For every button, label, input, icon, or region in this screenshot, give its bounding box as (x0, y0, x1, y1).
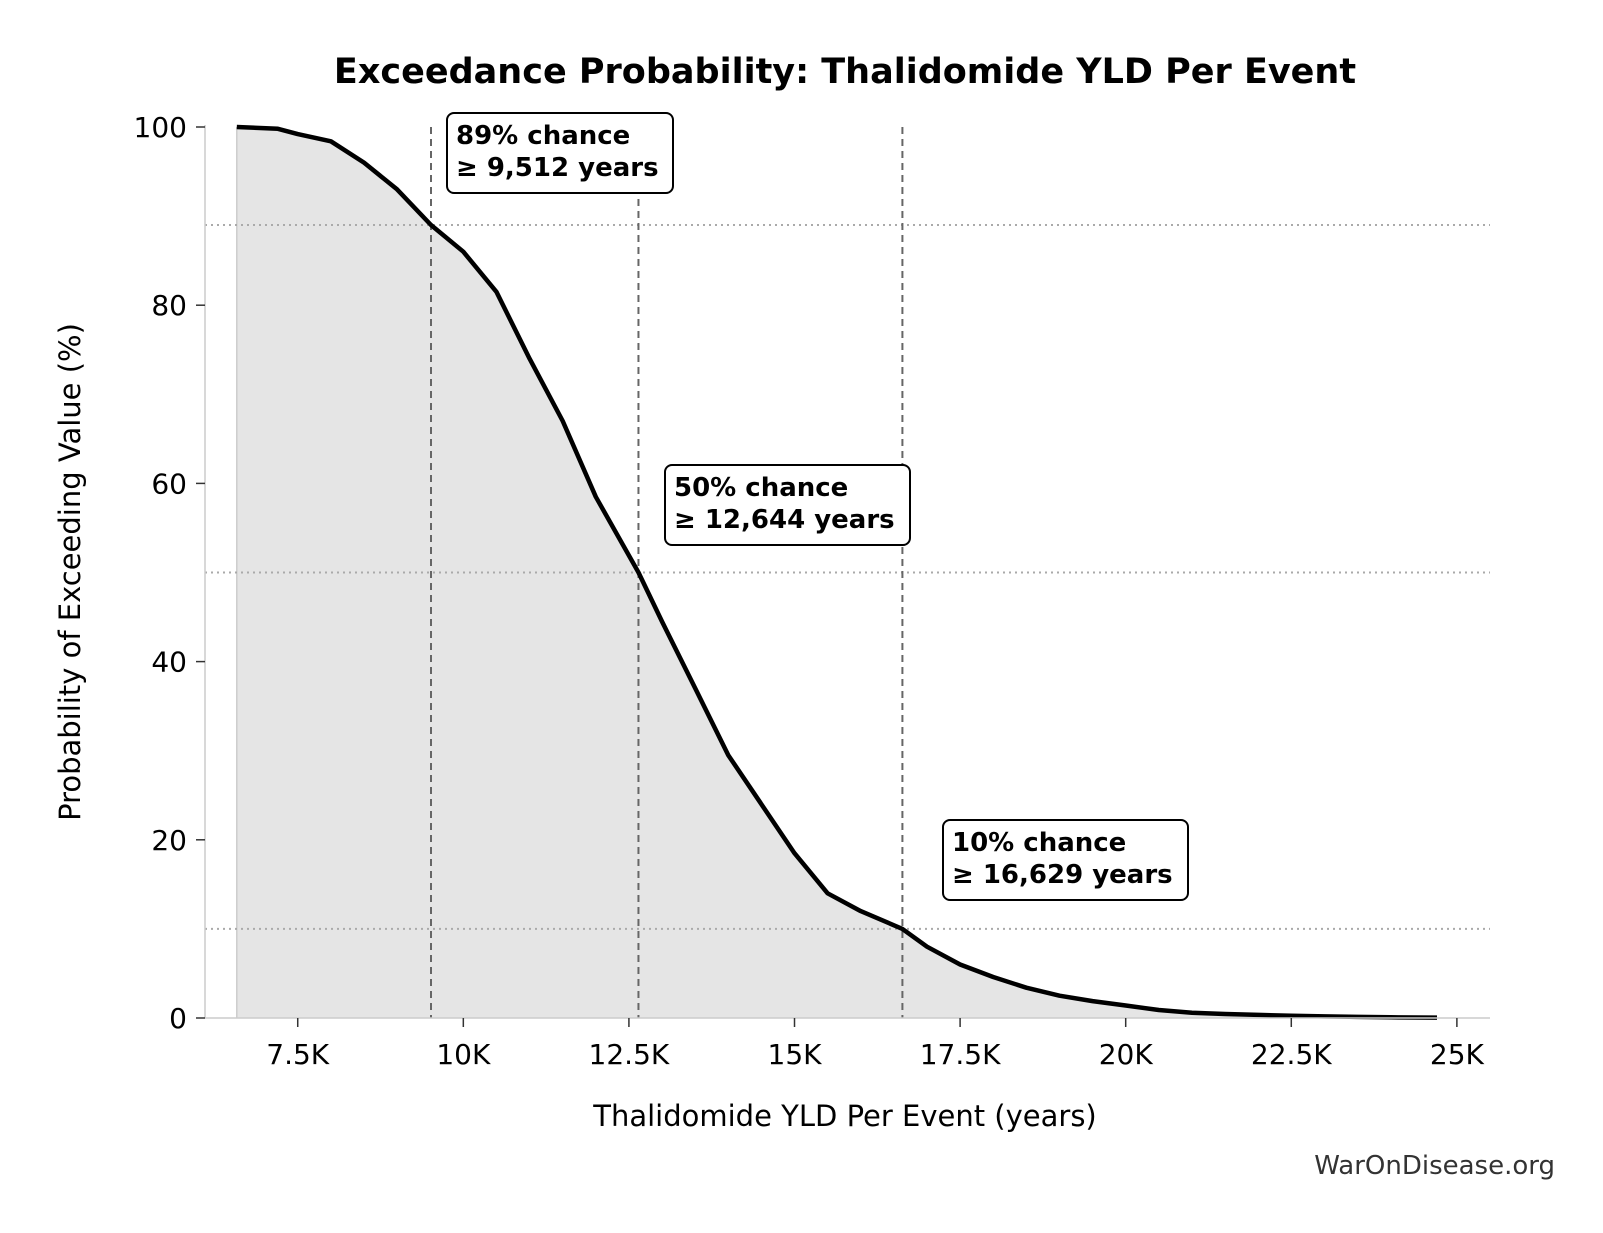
annotation-line2: ≥ 9,512 years (456, 153, 659, 183)
annotation-line1: 50% chance (674, 473, 848, 503)
x-tick-label: 25K (1430, 1038, 1485, 1071)
annotation-box-89: 89% chance≥ 9,512 years (446, 112, 674, 194)
annotation-line1: 10% chance (952, 828, 1126, 858)
y-tick-label: 0 (169, 1002, 187, 1035)
y-tick-label: 60 (151, 467, 187, 500)
annotation-frame (446, 112, 674, 194)
annotation-box-50: 50% chance≥ 12,644 years (664, 464, 911, 546)
annotation-box-10: 10% chance≥ 16,629 years (942, 819, 1189, 901)
chart-title: Exceedance Probability: Thalidomide YLD … (334, 52, 1356, 92)
x-tick-label: 22.5K (1251, 1038, 1332, 1071)
x-tick-label: 10K (436, 1038, 491, 1071)
watermark-text: WarOnDisease.org (1314, 1151, 1555, 1181)
annotation-line2: ≥ 16,629 years (952, 860, 1173, 890)
x-tick-label: 7.5K (266, 1038, 330, 1071)
annotation-frame (942, 819, 1189, 901)
x-tick-label: 12.5K (589, 1038, 670, 1071)
x-tick-label: 15K (768, 1038, 823, 1071)
annotation-line1: 89% chance (456, 121, 630, 151)
annotation-frame (664, 464, 911, 546)
plot-area: 7.5K 10K 12.5K 15K 17.5K 20K 22.5K 25K 0 20 40 60 80… (134, 111, 1490, 1071)
y-tick-label: 80 (151, 289, 187, 322)
x-tick-label: 20K (1099, 1038, 1154, 1071)
y-tick-label: 100 (134, 111, 187, 144)
annotation-line2: ≥ 12,644 years (674, 505, 895, 535)
x-axis-label: Thalidomide YLD Per Event (years) (592, 1099, 1097, 1133)
y-tick-label: 20 (151, 824, 187, 857)
x-tick-label: 17.5K (920, 1038, 1001, 1071)
y-tick-label: 40 (151, 646, 187, 679)
y-axis-label: Probability of Exceeding Value (%) (53, 323, 87, 821)
exceedance-curve (236, 124, 1438, 1020)
exceedance-area-fill (236, 127, 1437, 1018)
